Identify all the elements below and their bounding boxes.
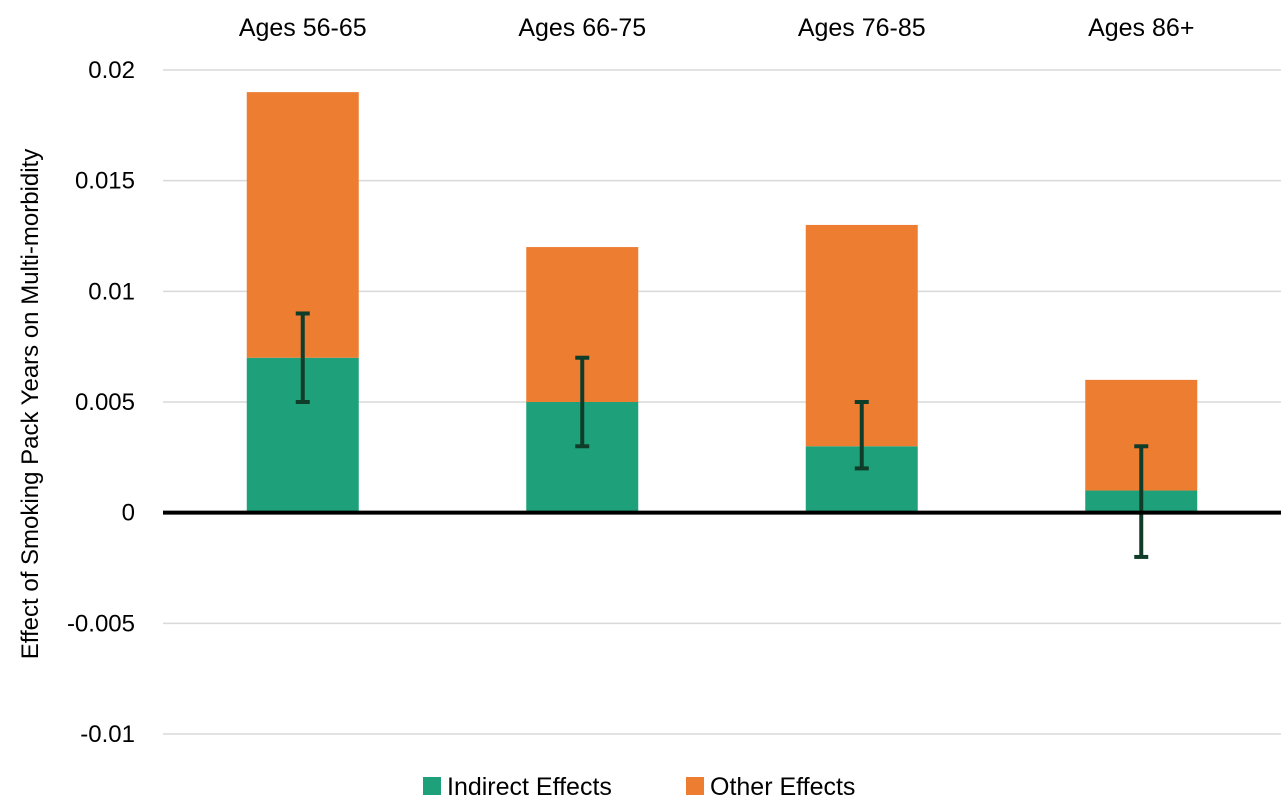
error-bar xyxy=(575,355,590,449)
legend-label: Other Effects xyxy=(710,773,855,801)
error-bars xyxy=(295,311,1149,559)
legend-swatch xyxy=(423,777,441,795)
y-tick-label: 0.01 xyxy=(88,278,135,305)
category-label: Ages 56-65 xyxy=(239,14,367,42)
y-tick-label: -0.01 xyxy=(80,721,135,748)
y-tick-label: 0.02 xyxy=(88,57,135,84)
error-bar xyxy=(295,311,310,404)
legend-item: Indirect Effects xyxy=(423,773,612,801)
category-label: Ages 86+ xyxy=(1088,14,1194,42)
y-tick-label: 0 xyxy=(122,500,135,527)
legend: Indirect Effects Other Effects xyxy=(423,773,855,801)
error-bar xyxy=(1134,444,1149,559)
category-labels: Ages 56-65 Ages 66-75 Ages 76-85 Ages 86+ xyxy=(239,14,1195,42)
y-axis-tick-labels: 0.02 0.015 0.01 0.005 0 -0.005 -0.01 xyxy=(67,57,135,748)
legend-item: Other Effects xyxy=(686,773,855,801)
category-label: Ages 66-75 xyxy=(518,14,646,42)
legend-label: Indirect Effects xyxy=(447,773,612,801)
legend-swatch xyxy=(686,777,704,795)
category-label: Ages 76-85 xyxy=(798,14,926,42)
bars xyxy=(246,92,1198,513)
error-bar xyxy=(854,400,869,471)
y-axis-title: Effect of Smoking Pack Years on Multi-mo… xyxy=(17,149,44,659)
y-tick-label: -0.005 xyxy=(67,610,135,637)
y-tick-label: 0.015 xyxy=(75,168,135,195)
y-tick-label: 0.005 xyxy=(75,389,135,416)
